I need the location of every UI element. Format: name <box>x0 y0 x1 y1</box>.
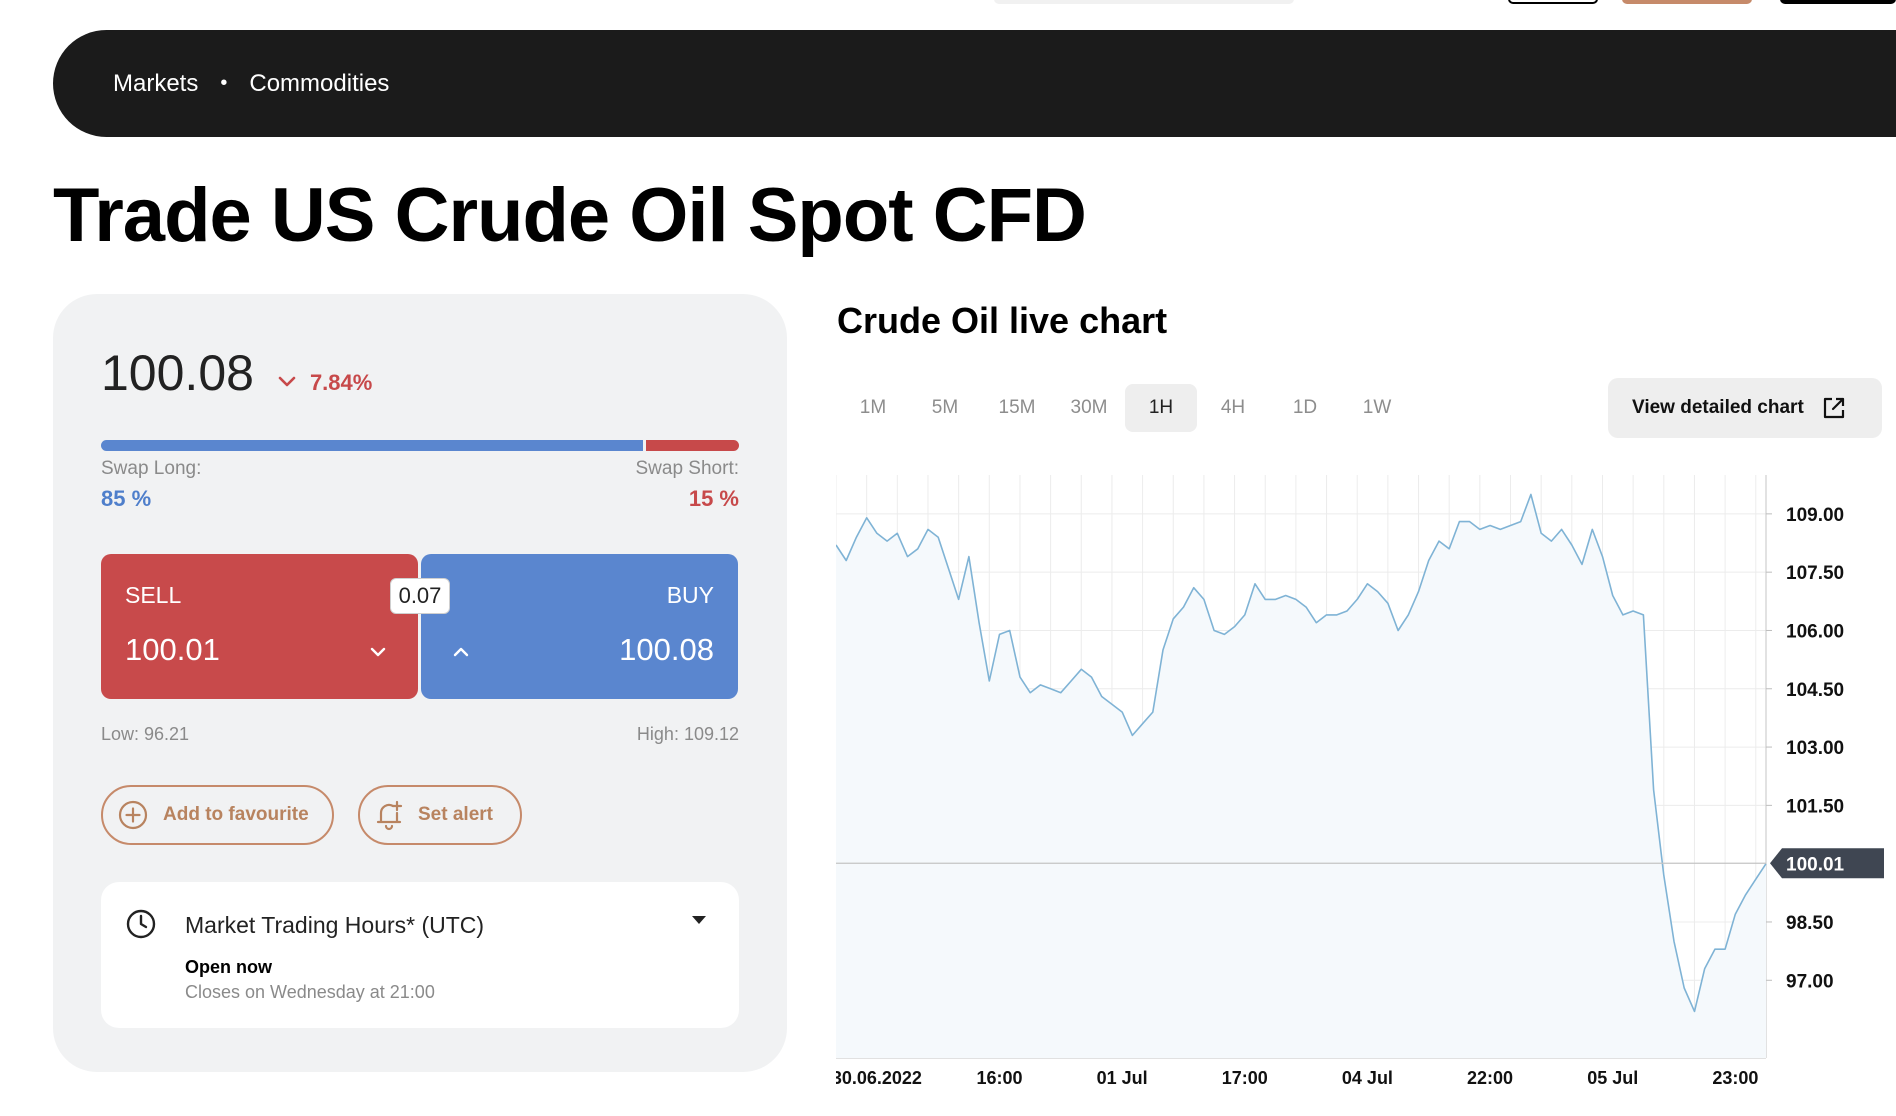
x-tick-label: 05 Jul <box>1587 1068 1638 1088</box>
breadcrumb-commodities[interactable]: Commodities <box>249 69 390 97</box>
breadcrumb-separator: • <box>220 72 228 94</box>
swap-short-label: Swap Short: <box>635 458 740 479</box>
chart-area-fill <box>836 494 1766 1058</box>
y-tick-label: 107.50 <box>1786 563 1844 584</box>
set-alert-button[interactable]: Set alert <box>358 785 522 845</box>
chart-title: Crude Oil live chart <box>837 300 1168 341</box>
buy-label: BUY <box>666 582 714 608</box>
header-signup-remnant[interactable] <box>1622 0 1752 4</box>
spread-badge: 0.07 <box>390 578 450 614</box>
caret-down-icon[interactable] <box>691 914 707 926</box>
add-to-favourite-label: Add to favourite <box>163 804 309 825</box>
set-alert-label: Set alert <box>418 804 493 825</box>
plus-circle-icon <box>118 800 148 830</box>
header-login-remnant[interactable] <box>1508 0 1598 4</box>
header-search-remnant[interactable] <box>994 0 1294 4</box>
timeframe-1w[interactable]: 1W <box>1362 397 1392 418</box>
swap-ratio-bar <box>101 440 739 451</box>
chevron-down-icon <box>370 647 386 657</box>
y-tick-label: 97.00 <box>1786 971 1834 992</box>
swap-long-label: Swap Long: <box>101 458 202 479</box>
sell-label: SELL <box>125 582 182 608</box>
current-price-tag <box>1770 848 1884 879</box>
breadcrumb-markets[interactable]: Markets <box>113 69 199 97</box>
buy-button[interactable]: BUY 100.08 <box>421 554 738 699</box>
market-status: Open now <box>185 957 272 977</box>
x-tick-label: 16:00 <box>976 1068 1022 1088</box>
trading-hours-panel[interactable]: Market Trading Hours* (UTC) Open now Clo… <box>101 882 739 1028</box>
y-tick-label: 101.50 <box>1786 796 1844 817</box>
swap-short-value: 15 % <box>688 486 739 511</box>
view-detailed-chart-button[interactable]: View detailed chart <box>1608 378 1882 438</box>
quote-card: 100.08 7.84% Swap Long: 85 % Swap Short:… <box>53 294 787 1072</box>
y-tick-label: 98.50 <box>1786 913 1834 934</box>
x-tick-label: 23:00 <box>1712 1068 1758 1088</box>
x-tick-label: 17:00 <box>1222 1068 1268 1088</box>
chevron-down-icon <box>278 376 296 387</box>
y-tick-label: 103.00 <box>1786 738 1844 759</box>
current-price-label: 100.01 <box>1786 854 1845 875</box>
high-price: High: 109.12 <box>636 724 739 744</box>
x-tick-label: 22:00 <box>1467 1068 1513 1088</box>
y-tick-label: 106.00 <box>1786 621 1844 642</box>
sell-price: 100.01 <box>125 632 220 667</box>
price-change-percent: 7.84% <box>309 370 373 395</box>
timeframe-selector: 1M 5M 15M 30M 1H 4H 1D 1W <box>837 384 1413 432</box>
view-detailed-chart-label: View detailed chart <box>1632 397 1804 418</box>
expand-external-icon <box>1823 397 1844 419</box>
x-tick-label: 04 Jul <box>1342 1068 1393 1088</box>
y-axis: 109.00 107.50 106.00 104.50 103.00 101.50 98.5… <box>1766 505 1844 992</box>
buy-price: 100.08 <box>619 632 714 667</box>
trading-hours-title: Market Trading Hours* (UTC) <box>185 912 485 938</box>
page-title: Trade US Crude Oil Spot CFD <box>53 173 1087 258</box>
bell-plus-icon <box>376 800 403 831</box>
timeframe-15m[interactable]: 15M <box>998 397 1036 418</box>
x-tick-label: 30.06.2022 <box>836 1068 922 1088</box>
chevron-up-icon <box>453 647 469 657</box>
timeframe-30m[interactable]: 30M <box>1070 397 1108 418</box>
current-price-marker: 100.01 <box>836 848 1884 879</box>
current-price: 100.08 <box>101 345 254 401</box>
y-tick-label: 109.00 <box>1786 505 1844 526</box>
price-series-line <box>836 493 1767 1013</box>
timeframe-1d[interactable]: 1D <box>1292 397 1318 418</box>
x-tick-label: 01 Jul <box>1097 1068 1148 1088</box>
market-closes-text: Closes on Wednesday at 21:00 <box>185 982 435 1002</box>
timeframe-1h[interactable]: 1H <box>1125 384 1197 432</box>
timeframe-4h[interactable]: 4H <box>1220 397 1246 418</box>
swap-long-fill <box>101 440 643 451</box>
y-tick-label: 104.50 <box>1786 680 1844 701</box>
sell-button[interactable]: SELL 100.01 <box>101 554 418 699</box>
timeframe-5m[interactable]: 5M <box>931 397 959 418</box>
low-price: Low: 96.21 <box>101 724 190 744</box>
swap-short-fill <box>646 440 739 451</box>
add-to-favourite-button[interactable]: Add to favourite <box>101 785 334 845</box>
x-axis: 30.06.2022 16:00 01 Jul 17:00 04 Jul 22:00 05 … <box>836 1068 1758 1088</box>
clock-icon <box>126 909 156 939</box>
timeframe-1m[interactable]: 1M <box>859 397 887 418</box>
price-chart[interactable]: 109.00 107.50 106.00 104.50 103.00 101.50 98.5… <box>836 470 1896 1090</box>
breadcrumb: Markets • Commodities <box>53 30 1896 137</box>
price-row: 100.08 7.84% <box>101 344 372 402</box>
header-menu-remnant[interactable] <box>1780 0 1896 4</box>
swap-long-value: 85 % <box>101 486 152 511</box>
